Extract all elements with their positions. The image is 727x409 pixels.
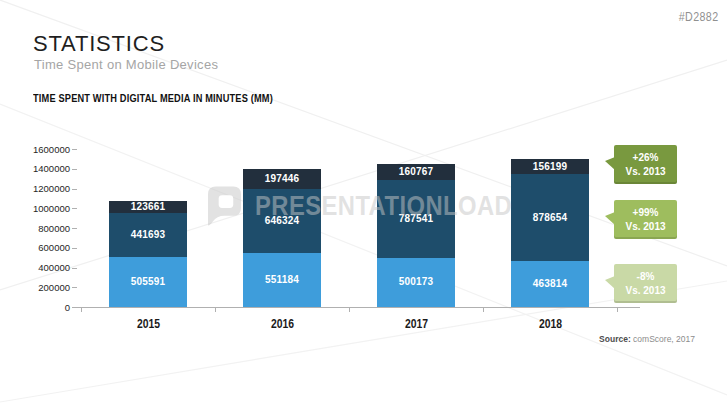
bar-value-label: 646324 (265, 216, 300, 226)
bar-value-label: 156199 (533, 162, 568, 172)
x-axis-category-label: 2018 (483, 314, 617, 332)
bar-bottom-segment: 463814 (511, 261, 589, 307)
y-axis-tick-label: 0 (18, 302, 70, 313)
bar-bottom-segment: 505591 (109, 257, 187, 307)
bar-top-segment: 160767 (377, 164, 455, 180)
bar-bottom-segment: 551184 (243, 253, 321, 307)
bar-value-label: 123661 (131, 202, 166, 212)
y-axis-tick-label: 600000 (18, 242, 70, 253)
bar-middle-segment: 441693 (109, 213, 187, 257)
y-axis-tick-mark (72, 189, 77, 190)
x-axis-category-label: 2015 (81, 314, 215, 332)
x-axis-tick-mark (617, 308, 618, 312)
y-axis-tick-mark (72, 169, 77, 170)
y-axis-tick-mark (72, 149, 77, 150)
y-axis-tick-label: 200000 (18, 282, 70, 293)
badge-value: -8% (637, 271, 655, 282)
x-axis-year-text: 2018 (538, 316, 561, 331)
bar-value-label: 160767 (399, 167, 434, 177)
bar-top-segment: 156199 (511, 159, 589, 174)
badge-pointer-icon (605, 212, 615, 225)
bar-bottom-segment: 500173 (377, 258, 455, 307)
badge-text: +26% Vs. 2013 (625, 151, 665, 179)
x-axis-tick-mark (215, 308, 216, 312)
badge-reference: Vs. 2013 (625, 221, 665, 232)
bar-middle-segment: 787541 (377, 180, 455, 258)
bar-value-label: 463814 (533, 279, 568, 289)
badge-pointer-icon (605, 276, 615, 289)
y-axis-tick-mark (72, 248, 77, 249)
x-axis-year-text: 2015 (136, 316, 159, 331)
y-axis-tick-mark (72, 208, 77, 209)
source-text: comScore, 2017 (631, 334, 695, 344)
y-axis-tick-mark (72, 307, 77, 308)
bar-top-segment: 197446 (243, 169, 321, 188)
bar-value-label: 441693 (131, 230, 166, 240)
bar-middle-segment: 646324 (243, 189, 321, 253)
y-axis-tick-label: 800000 (18, 223, 70, 234)
x-axis-year-text: 2016 (270, 316, 293, 331)
badge-pointer-icon (605, 157, 615, 170)
slide: STATISTICS Time Spent on Mobile Devices … (0, 0, 727, 409)
y-axis-tick-label: 1600000 (18, 144, 70, 155)
y-axis-tick-mark (72, 268, 77, 269)
badge-reference: Vs. 2013 (625, 166, 665, 177)
y-axis-tick-mark (72, 228, 77, 229)
badge-change-vs-2013-bottom: -8% Vs. 2013 (614, 264, 677, 303)
y-axis-tick-label: 1400000 (18, 163, 70, 174)
bar-top-segment: 123661 (109, 201, 187, 213)
bar-middle-segment: 878654 (511, 174, 589, 261)
badge-change-vs-2013-middle: +99% Vs. 2013 (614, 200, 677, 239)
bar-value-label: 878654 (533, 213, 568, 223)
bar-value-label: 787541 (399, 214, 434, 224)
x-axis-line (75, 307, 640, 308)
source-note: Source: comScore, 2017 (599, 334, 695, 344)
badge-value: +99% (633, 207, 659, 218)
x-axis-tick-mark (349, 308, 350, 312)
x-axis-category-label: 2016 (215, 314, 349, 332)
badge-change-vs-2013-top: +26% Vs. 2013 (614, 145, 677, 184)
y-axis-tick-mark (72, 287, 77, 288)
x-axis-tick-mark (81, 308, 82, 312)
bar-value-label: 551184 (265, 275, 299, 285)
badge-text: -8% Vs. 2013 (625, 270, 665, 298)
y-axis-tick-label: 400000 (18, 262, 70, 273)
y-axis-tick-label: 1200000 (18, 183, 70, 194)
y-axis-tick-label: 1000000 (18, 203, 70, 214)
bar-value-label: 500173 (399, 277, 434, 287)
badge-value: +26% (633, 152, 659, 163)
x-axis-tick-mark (483, 308, 484, 312)
x-axis-year-text: 2017 (404, 316, 427, 331)
bar-value-label: 197446 (265, 174, 300, 184)
source-label: Source: (599, 334, 631, 344)
badge-text: +99% Vs. 2013 (625, 206, 665, 234)
x-axis-category-label: 2017 (349, 314, 483, 332)
bar-value-label: 505591 (131, 277, 166, 287)
badge-reference: Vs. 2013 (625, 285, 665, 296)
